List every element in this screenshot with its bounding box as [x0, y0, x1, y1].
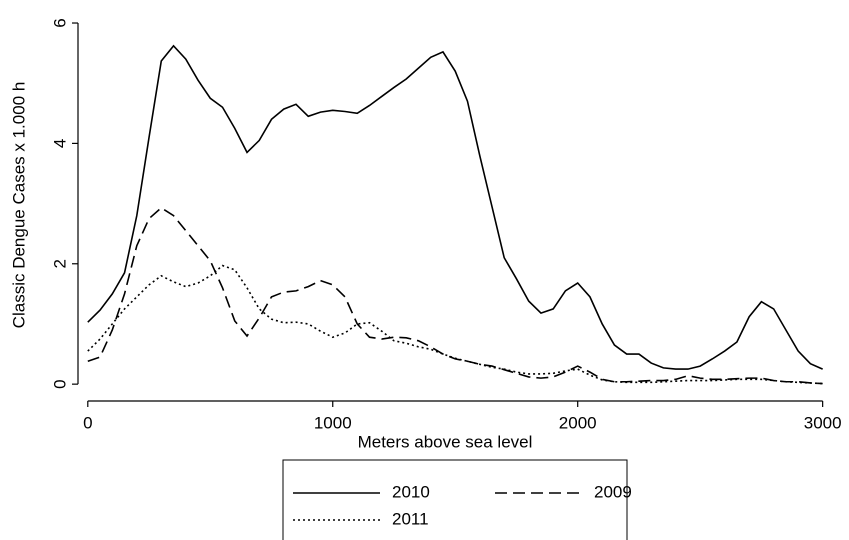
legend-label: 2011 — [392, 509, 429, 528]
legend-box — [282, 459, 628, 540]
y-tick-label: 4 — [50, 139, 69, 148]
x-tick-label: 1000 — [314, 413, 352, 432]
y-axis-title: Classic Dengue Cases x 1.000 h — [9, 82, 28, 329]
y-tick-label: 6 — [50, 18, 69, 27]
legend-label: 2009 — [594, 482, 632, 501]
series-line — [87, 44, 823, 370]
y-tick-label: 0 — [50, 379, 69, 388]
legend-label: 2010 — [392, 482, 430, 501]
x-axis-title: Meters above sea level — [358, 432, 533, 451]
x-tick-label: 2000 — [559, 413, 597, 432]
x-tick-label: 3000 — [804, 413, 842, 432]
series-line — [87, 264, 823, 385]
x-tick-label: 0 — [83, 413, 92, 432]
y-tick-label: 2 — [50, 259, 69, 268]
series-line — [87, 206, 823, 385]
